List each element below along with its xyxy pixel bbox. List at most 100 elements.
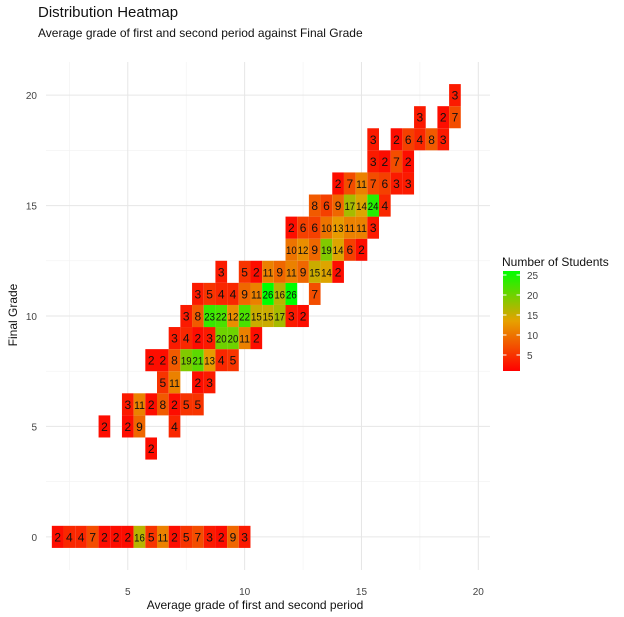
heatmap-cell-label: 17 (274, 312, 285, 324)
heatmap-cell-label: 2 (195, 376, 202, 390)
heatmap-cell-label: 2 (124, 420, 131, 434)
heatmap-cell-label: 3 (195, 287, 202, 301)
heatmap-cell (192, 525, 204, 548)
heatmap-cell (437, 128, 450, 151)
heatmap-cell-label: 4 (66, 530, 73, 544)
heatmap-cell (343, 194, 356, 217)
heatmap-cell (250, 260, 263, 283)
heatmap-cell (203, 327, 216, 350)
heatmap-cell (145, 393, 157, 416)
heatmap-cell (180, 525, 193, 548)
heatmap-cell (308, 216, 321, 239)
heatmap-cell (390, 172, 403, 195)
heatmap-cell-label: 9 (311, 243, 318, 257)
heatmap-cell-label: 2 (148, 354, 155, 368)
heatmap-cell-label: 24 (368, 201, 379, 213)
heatmap-cell-label: 2 (113, 530, 120, 544)
heatmap-cell (121, 415, 134, 438)
heatmap-cell-label: 2 (148, 442, 155, 456)
heatmap-cell (192, 371, 204, 394)
legend-tick-label: 20 (527, 291, 539, 302)
heatmap-cell (308, 260, 321, 283)
y-tick-label: 15 (26, 202, 38, 213)
heatmap-cell (168, 371, 181, 394)
heatmap-cell (168, 349, 181, 372)
heatmap-cell (437, 106, 450, 129)
legend-tick-label: 15 (527, 311, 539, 322)
heatmap-cell (379, 150, 391, 173)
heatmap-cell (180, 327, 193, 350)
heatmap-cell (192, 393, 204, 416)
heatmap-cell-label: 23 (204, 312, 215, 324)
heatmap-cell-label: 11 (356, 179, 367, 191)
heatmap-cell-label: 26 (286, 289, 297, 301)
heatmap-cell-label: 8 (159, 398, 166, 412)
heatmap-cell-label: 8 (428, 133, 435, 147)
heatmap-cell (297, 216, 309, 239)
heatmap-cell-label: 7 (370, 177, 377, 191)
heatmap-cell-label: 2 (171, 398, 178, 412)
heatmap-cell-label: 5 (241, 265, 248, 279)
heatmap-cell-label: 2 (393, 133, 400, 147)
heatmap-cell-label: 3 (370, 155, 377, 169)
heatmap-cell (157, 371, 169, 394)
heatmap-cell-label: 19 (321, 245, 332, 257)
heatmap-cell-label: 4 (171, 420, 178, 434)
heatmap-cell (133, 415, 146, 438)
heatmap-cell (402, 150, 415, 173)
heatmap-cell-label: 5 (183, 398, 190, 412)
heatmap-cell-label: 6 (323, 199, 330, 213)
heatmap-cell (227, 304, 239, 328)
heatmap-cell (238, 525, 251, 548)
heatmap-cell-label: 16 (274, 289, 285, 301)
heatmap-cell (390, 128, 403, 151)
y-axis-label: Final Grade (6, 283, 20, 346)
heatmap-cell-label: 3 (241, 530, 248, 544)
heatmap-cell-label: 14 (321, 267, 332, 279)
heatmap-cell-label: 8 (311, 199, 318, 213)
heatmap-cell-label: 3 (206, 530, 213, 544)
heatmap-cell-label: 15 (309, 267, 320, 279)
heatmap-cell-label: 9 (300, 265, 307, 279)
heatmap-cell (63, 525, 76, 548)
x-tick-label: 10 (239, 587, 251, 598)
heatmap-cell-label: 17 (344, 201, 355, 213)
heatmap-cell-label: 11 (134, 400, 145, 412)
heatmap-cell (192, 282, 204, 305)
heatmap-cell (308, 238, 321, 261)
heatmap-cell-label: 11 (157, 532, 168, 544)
heatmap-cell-label: 4 (417, 133, 424, 147)
heatmap-cell-label: 3 (405, 177, 412, 191)
heatmap-cell-label: 11 (239, 334, 250, 346)
heatmap-cell-label: 8 (195, 310, 202, 324)
heatmap-cell (367, 128, 379, 151)
heatmap-cell-label: 2 (335, 265, 342, 279)
heatmap-cell-label: 3 (452, 89, 459, 103)
heatmap-cell (332, 172, 344, 195)
heatmap-cell-label: 6 (300, 221, 307, 235)
heatmap-cell (145, 437, 157, 460)
heatmap-cell-label: 3 (288, 310, 295, 324)
heatmap-cell (227, 327, 239, 350)
heatmap-cell (98, 415, 111, 438)
heatmap-cell (285, 282, 298, 305)
heatmap-cell-label: 2 (159, 354, 166, 368)
heatmap-cell-label: 11 (169, 378, 180, 390)
heatmap-cell-label: 15 (263, 312, 274, 324)
y-tick-label: 5 (31, 422, 37, 433)
heatmap-cell-label: 9 (276, 265, 283, 279)
legend-tick-label: 10 (527, 331, 539, 342)
heatmap-cell (110, 525, 122, 548)
heatmap-cell (192, 304, 204, 328)
chart-title: Distribution Heatmap (38, 4, 179, 21)
heatmap-cell-label: 2 (300, 310, 307, 324)
heatmap-cell-label: 6 (311, 221, 318, 235)
heatmap-cell (86, 525, 99, 548)
heatmap-cell-label: 2 (358, 243, 365, 257)
grid (46, 62, 490, 570)
heatmap-cell (157, 393, 169, 416)
heatmap-cell (227, 349, 239, 372)
heatmap-cell (355, 194, 368, 217)
heatmap-cell (157, 525, 169, 548)
heatmap-cell (215, 349, 228, 372)
